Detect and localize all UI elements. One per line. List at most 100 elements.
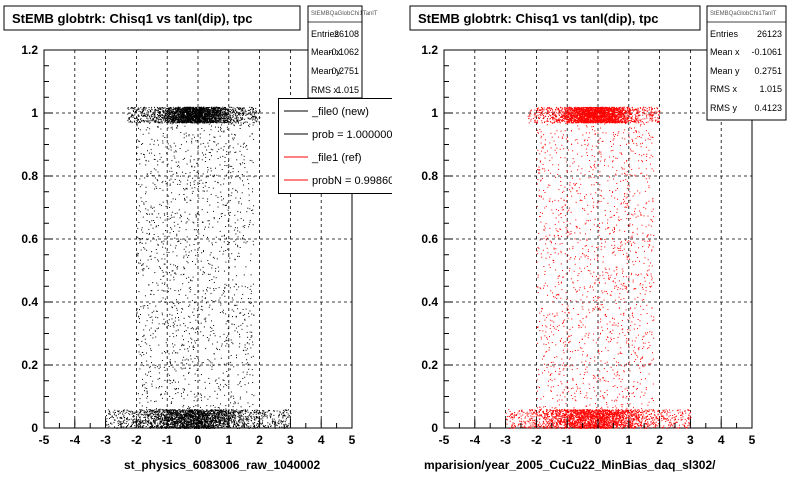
data-point [216,422,218,423]
data-point [153,411,155,413]
data-point [235,417,237,419]
data-point [153,413,154,415]
data-point [142,426,144,428]
data-point [177,108,178,110]
data-point [223,114,225,116]
data-point [186,416,188,418]
data-point [238,420,240,421]
data-point [204,411,206,413]
data-point [203,413,205,415]
data-point [173,415,175,417]
data-point [212,113,214,115]
data-point [185,122,187,124]
data-point [186,414,187,416]
data-point [238,107,240,109]
data-point [197,119,199,121]
data-point [174,119,176,121]
data-point [218,422,220,424]
data-point [136,116,137,118]
data-point [137,122,139,124]
data-point [200,412,202,414]
data-point [188,116,190,118]
data-point [193,414,195,416]
data-point [222,121,224,123]
data-point [146,410,148,412]
data-point [189,416,191,418]
data-point [182,411,184,413]
data-point [256,411,258,413]
data-point [118,411,120,413]
data-point [238,120,240,122]
data-point [190,412,192,414]
data-point [174,423,176,425]
data-point [184,415,185,416]
data-point [220,410,222,412]
data-point [113,422,115,424]
data-point [140,111,142,113]
data-point [161,413,163,415]
data-point [226,118,228,120]
data-point [190,409,192,411]
data-point [150,415,152,417]
data-point [252,108,254,109]
data-point [216,122,218,124]
data-point [149,117,151,119]
data-point [207,113,209,115]
data-point [239,112,241,114]
data-point [263,414,265,416]
data-point [257,118,259,120]
data-point [249,111,251,113]
data-point [151,409,153,411]
data-point [259,110,261,112]
data-point [133,412,135,414]
data-point [171,414,173,416]
data-point [205,420,207,422]
data-point [152,424,154,426]
data-point [219,424,221,426]
data-point [175,414,177,416]
data-point [234,419,236,421]
data-point [194,427,196,429]
data-point [222,110,224,112]
data-point [284,415,285,417]
data-point [244,118,246,120]
data-point [278,413,280,415]
data-point [187,425,189,427]
data-point [283,427,285,429]
data-point [240,419,242,420]
data-point [162,418,163,420]
data-point [178,427,180,429]
data-point [182,417,184,419]
data-point [204,112,206,114]
data-point [223,418,225,420]
data-point [184,415,186,417]
data-point [176,122,178,124]
data-point [170,425,172,427]
data-point [260,412,261,414]
data-point [177,411,179,413]
data-point [247,109,249,111]
data-point [175,413,177,414]
data-point [257,412,259,414]
data-point [187,412,189,414]
data-point [229,111,231,113]
data-point [180,118,182,120]
data-point [233,423,235,425]
data-point [156,425,158,427]
data-point [168,413,169,415]
data-point [184,121,186,123]
data-point [206,426,208,428]
data-point [247,113,249,115]
data-point [231,409,232,411]
data-point [145,412,147,414]
data-point [236,409,238,411]
data-point [205,418,207,420]
data-point [171,420,173,422]
data-point [278,423,280,425]
data-point [191,420,193,422]
data-point [140,118,142,120]
data-point [159,427,161,429]
data-point [164,418,166,420]
data-point [209,108,211,110]
data-point [148,415,150,416]
